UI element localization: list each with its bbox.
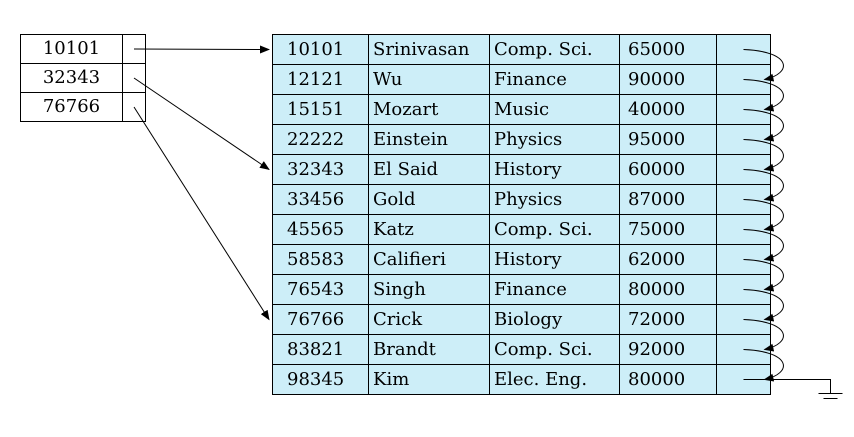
record-name: Katz <box>368 214 490 245</box>
record-id: 22222 <box>272 124 369 155</box>
index-entry: 76766 <box>20 92 146 122</box>
record-salary: 80000 <box>619 274 717 305</box>
index-arrow <box>133 45 270 54</box>
record-dept: Comp. Sci. <box>489 34 620 65</box>
index-pointer-cell <box>122 34 146 64</box>
record-id: 76766 <box>272 304 369 335</box>
record-name: Einstein <box>368 124 490 155</box>
record-pointer-cell <box>716 184 771 215</box>
record-pointer-cell <box>716 94 771 125</box>
index-arrow <box>133 106 270 321</box>
record-dept: Music <box>489 94 620 125</box>
record-name: Wu <box>368 64 490 95</box>
record-id: 83821 <box>272 334 369 365</box>
sparse-index: 10101 32343 76766 <box>20 34 146 122</box>
record-id: 15151 <box>272 94 369 125</box>
index-pointer-cell <box>122 63 146 93</box>
record-id: 98345 <box>272 364 369 395</box>
record-dept: Elec. Eng. <box>489 364 620 395</box>
index-arrow <box>133 77 270 171</box>
record-row: 32343 El Said History 60000 <box>272 154 771 185</box>
record-file: 10101 Srinivasan Comp. Sci. 65000 12121 Wu Fin… <box>272 34 771 395</box>
record-row: 45565 Katz Comp. Sci. 75000 <box>272 214 771 245</box>
index-key: 32343 <box>20 63 123 93</box>
record-id: 58583 <box>272 244 369 275</box>
record-row: 22222 Einstein Physics 95000 <box>272 124 771 155</box>
record-id: 76543 <box>272 274 369 305</box>
record-row: 83821 Brandt Comp. Sci. 92000 <box>272 334 771 365</box>
index-pointer-arrows <box>133 45 270 321</box>
record-dept: Physics <box>489 184 620 215</box>
index-entry: 32343 <box>20 63 146 93</box>
record-salary: 62000 <box>619 244 717 275</box>
record-pointer-cell <box>716 244 771 275</box>
index-entry: 10101 <box>20 34 146 64</box>
record-row: 15151 Mozart Music 40000 <box>272 94 771 125</box>
record-pointer-cell <box>716 274 771 305</box>
record-pointer-cell <box>716 64 771 95</box>
record-salary: 40000 <box>619 94 717 125</box>
record-name: Mozart <box>368 94 490 125</box>
index-key: 10101 <box>20 34 123 64</box>
record-id: 10101 <box>272 34 369 65</box>
record-row: 12121 Wu Finance 90000 <box>272 64 771 95</box>
record-row: 98345 Kim Elec. Eng. 80000 <box>272 364 771 395</box>
record-dept: Finance <box>489 274 620 305</box>
record-pointer-cell <box>716 124 771 155</box>
record-salary: 65000 <box>619 34 717 65</box>
record-id: 33456 <box>272 184 369 215</box>
record-id: 32343 <box>272 154 369 185</box>
record-salary: 72000 <box>619 304 717 335</box>
record-salary: 90000 <box>619 64 717 95</box>
record-salary: 87000 <box>619 184 717 215</box>
record-dept: History <box>489 154 620 185</box>
record-salary: 95000 <box>619 124 717 155</box>
record-pointer-cell <box>716 214 771 245</box>
record-salary: 60000 <box>619 154 717 185</box>
record-pointer-cell <box>716 154 771 185</box>
record-row: 10101 Srinivasan Comp. Sci. 65000 <box>272 34 771 65</box>
record-id: 45565 <box>272 214 369 245</box>
record-row: 76766 Crick Biology 72000 <box>272 304 771 335</box>
record-dept: Comp. Sci. <box>489 334 620 365</box>
record-dept: Comp. Sci. <box>489 214 620 245</box>
record-dept: Physics <box>489 124 620 155</box>
index-pointer-cell <box>122 92 146 122</box>
record-pointer-cell <box>716 334 771 365</box>
record-dept: Finance <box>489 64 620 95</box>
record-pointer-cell <box>716 364 771 395</box>
index-key: 76766 <box>20 92 123 122</box>
record-row: 58583 Califieri History 62000 <box>272 244 771 275</box>
record-salary: 75000 <box>619 214 717 245</box>
record-name: Srinivasan <box>368 34 490 65</box>
record-name: Brandt <box>368 334 490 365</box>
record-name: Gold <box>368 184 490 215</box>
record-name: Califieri <box>368 244 490 275</box>
record-id: 12121 <box>272 64 369 95</box>
record-row: 76543 Singh Finance 80000 <box>272 274 771 305</box>
record-name: Kim <box>368 364 490 395</box>
record-pointer-cell <box>716 34 771 65</box>
record-dept: History <box>489 244 620 275</box>
record-name: El Said <box>368 154 490 185</box>
record-row: 33456 Gold Physics 87000 <box>272 184 771 215</box>
record-dept: Biology <box>489 304 620 335</box>
record-salary: 92000 <box>619 334 717 365</box>
record-pointer-cell <box>716 304 771 335</box>
record-name: Singh <box>368 274 490 305</box>
record-salary: 80000 <box>619 364 717 395</box>
record-name: Crick <box>368 304 490 335</box>
